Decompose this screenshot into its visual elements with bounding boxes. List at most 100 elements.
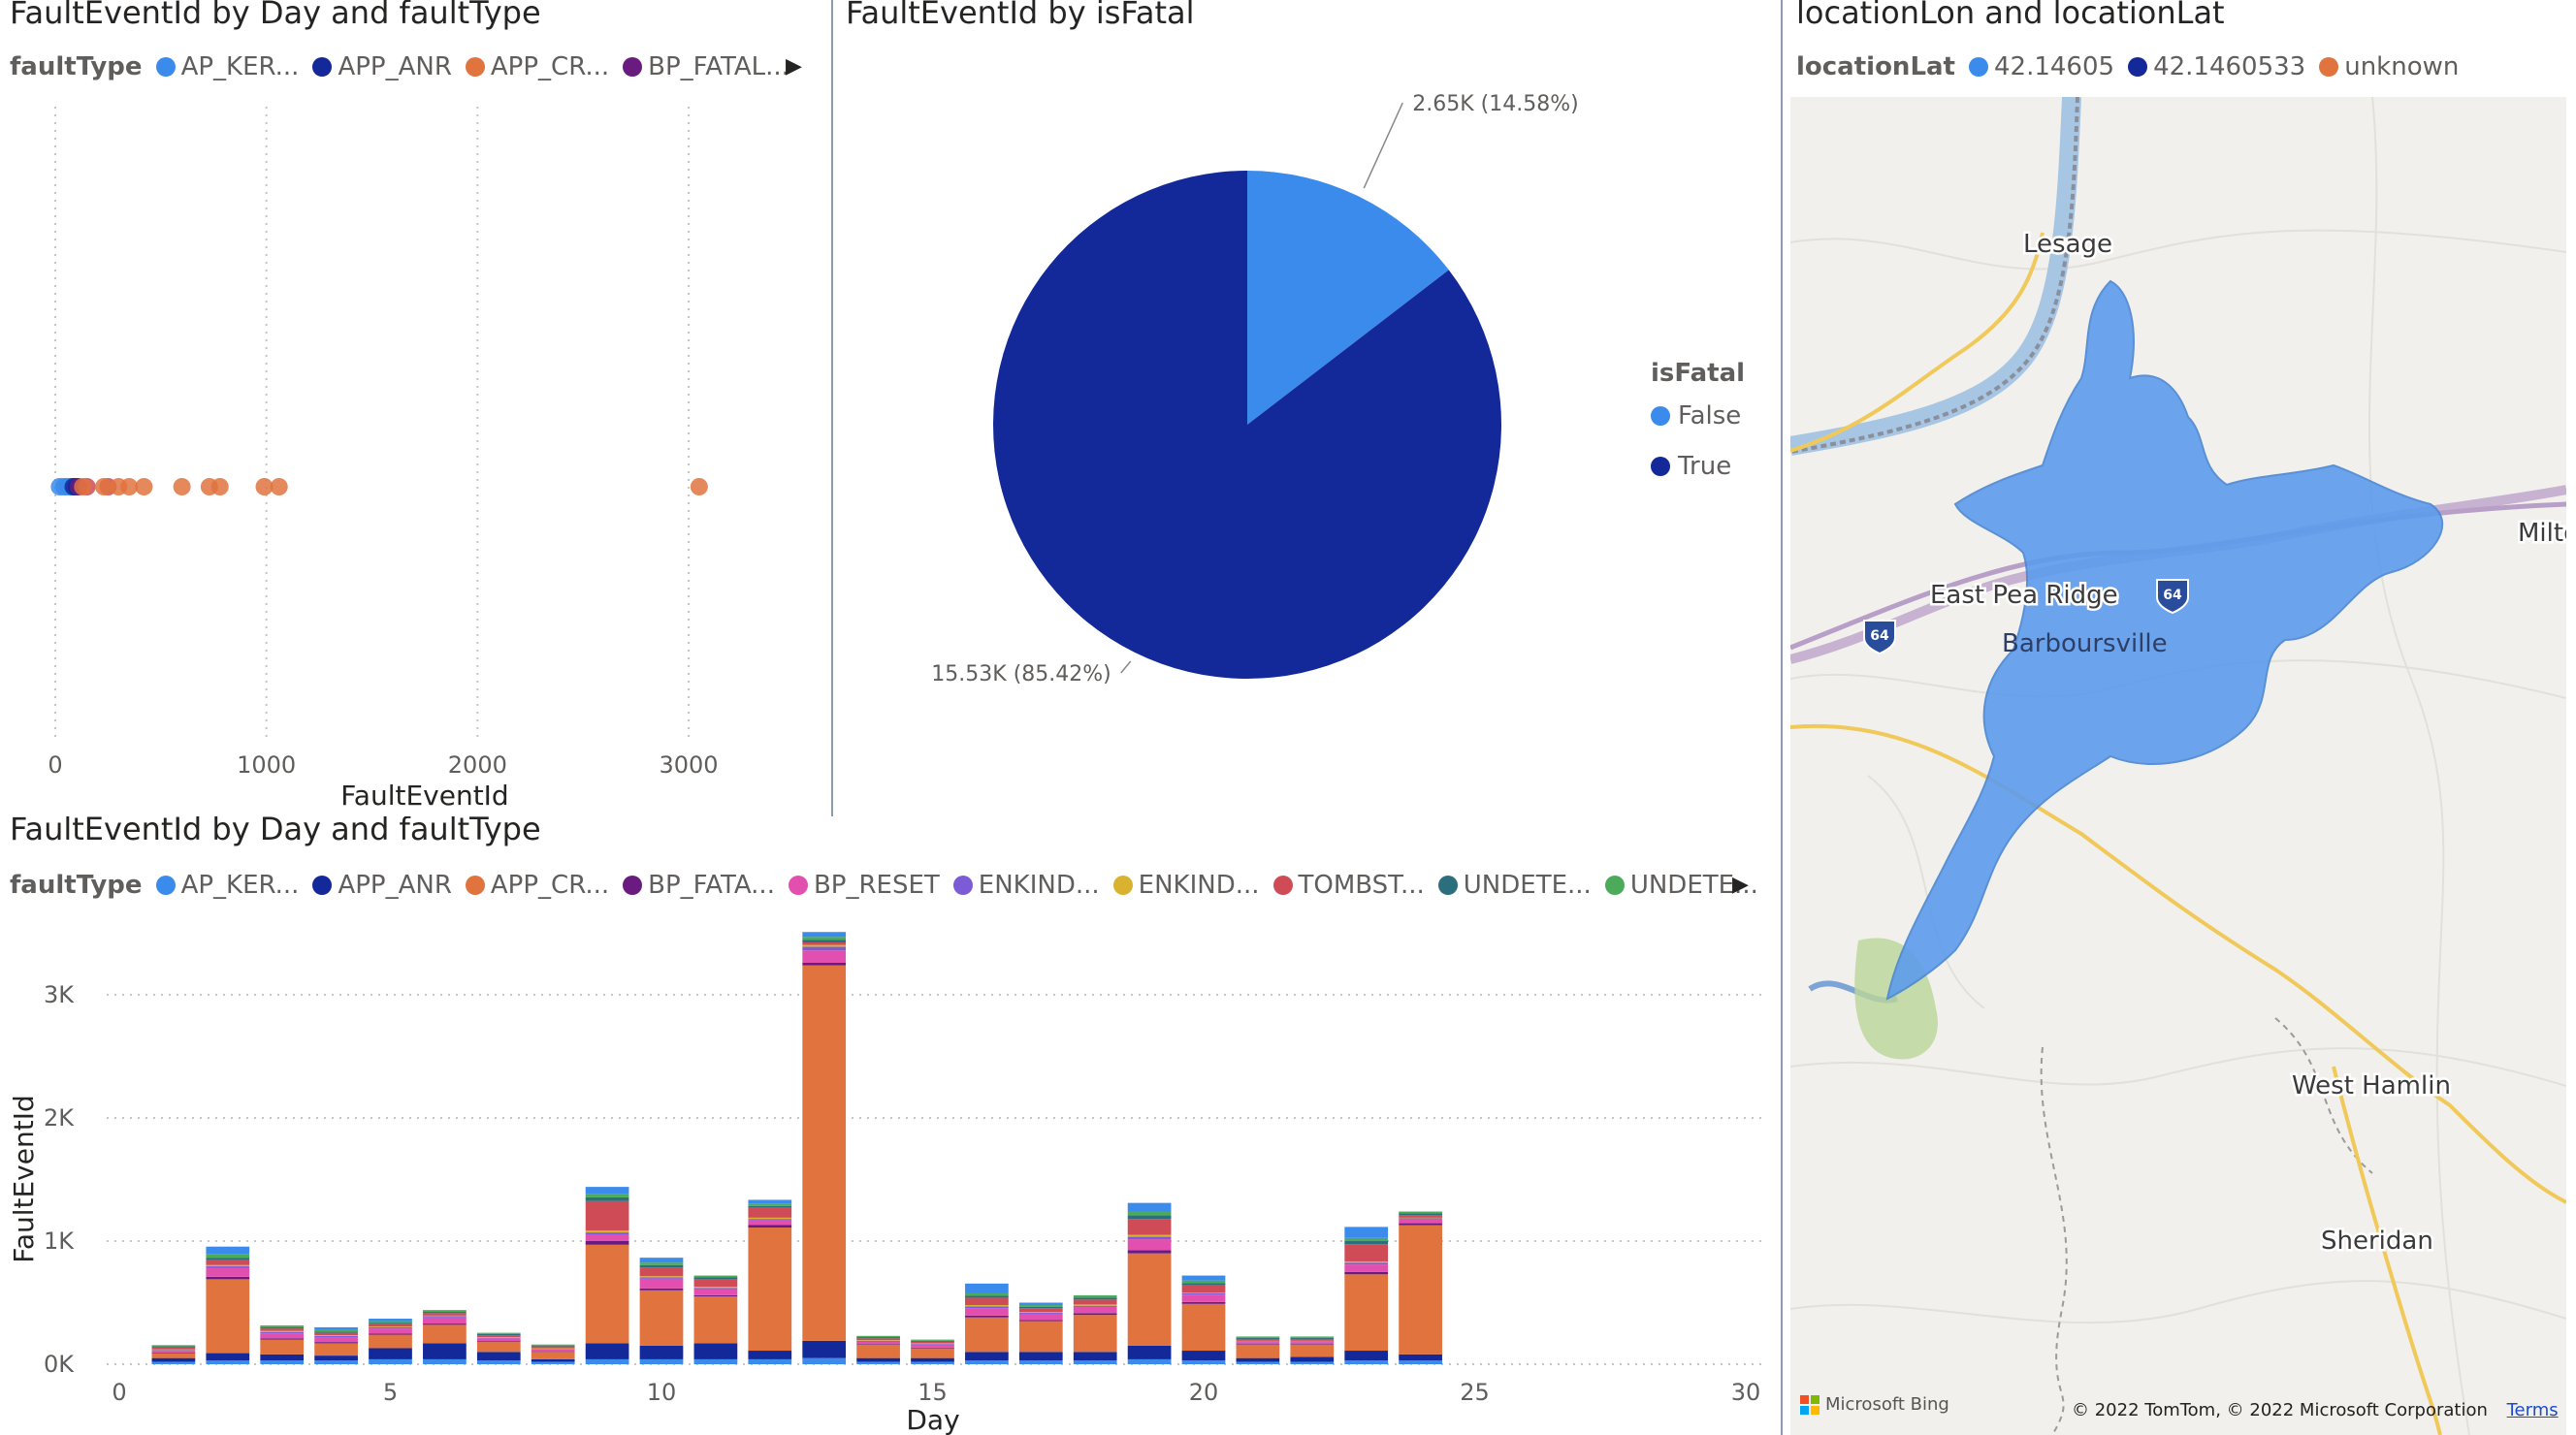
bar-segment[interactable] [1073, 1360, 1117, 1364]
scatter-legend-item[interactable]: APP_ANR [312, 52, 452, 81]
bar-segment[interactable] [260, 1338, 305, 1340]
scatter-point[interactable] [270, 478, 288, 495]
bar-legend-item[interactable]: BP_FATA... [623, 871, 775, 900]
bar-segment[interactable] [1127, 1234, 1172, 1237]
bar-segment[interactable] [1181, 1303, 1226, 1352]
bar-segment[interactable] [639, 1276, 684, 1278]
bar-segment[interactable] [1181, 1275, 1226, 1281]
legend-next-icon[interactable]: ▶ [786, 54, 802, 79]
bar-segment[interactable] [1236, 1337, 1280, 1339]
bar-segment[interactable] [423, 1317, 467, 1324]
bar-segment[interactable] [965, 1283, 1009, 1293]
bar-segment[interactable] [1127, 1219, 1172, 1235]
bar-legend-item[interactable]: ENKIND... [1112, 871, 1260, 900]
bar-visual[interactable]: FaultEventId by Day and faultType faultT… [0, 816, 1779, 1435]
bar-segment[interactable] [693, 1343, 738, 1359]
bar-segment[interactable] [1073, 1352, 1117, 1361]
bar-segment[interactable] [856, 1341, 900, 1345]
bar-segment[interactable] [423, 1324, 467, 1344]
bar-segment[interactable] [314, 1360, 358, 1364]
scatter-plot[interactable]: 0 1000 2000 3000 FaultEventId [0, 58, 829, 814]
bar-segment[interactable] [1181, 1280, 1226, 1284]
bar-segment[interactable] [423, 1315, 467, 1317]
bar-segment[interactable] [856, 1357, 900, 1362]
bar-segment[interactable] [1181, 1292, 1226, 1295]
bar-segment[interactable] [1344, 1351, 1389, 1361]
bar-segment[interactable] [965, 1352, 1009, 1361]
bar-segment[interactable] [369, 1333, 412, 1335]
bar-segment[interactable] [1127, 1236, 1172, 1240]
bar-segment[interactable] [965, 1305, 1009, 1307]
bar-segment[interactable] [911, 1361, 954, 1364]
bar-segment[interactable] [151, 1351, 196, 1353]
bar-segment[interactable] [1127, 1215, 1172, 1220]
bar-segment[interactable] [748, 1205, 792, 1208]
bar-segment[interactable] [314, 1332, 358, 1336]
bar-segment[interactable] [1181, 1294, 1226, 1302]
bar-segment[interactable] [206, 1360, 250, 1364]
bar-segment[interactable] [856, 1344, 900, 1358]
bar-segment[interactable] [531, 1349, 575, 1350]
bar-legend-item[interactable]: TOMBST... [1272, 871, 1425, 900]
bar-segment[interactable] [693, 1279, 738, 1287]
bar-segment[interactable] [1290, 1344, 1335, 1357]
bar-segment[interactable] [856, 1344, 900, 1345]
bar-segment[interactable] [965, 1315, 1009, 1318]
bar-segment[interactable] [585, 1194, 629, 1197]
bar-segment[interactable] [802, 940, 847, 943]
bar-segment[interactable] [856, 1338, 900, 1341]
bar-segment[interactable] [802, 1340, 847, 1358]
scatter-point[interactable] [95, 478, 113, 495]
bar-segment[interactable] [1018, 1305, 1063, 1307]
bar-segment[interactable] [639, 1290, 684, 1346]
bar-segment[interactable] [1344, 1264, 1389, 1272]
bar-segment[interactable] [911, 1340, 954, 1342]
bar-segment[interactable] [585, 1187, 629, 1195]
bar-segment[interactable] [1018, 1360, 1063, 1364]
bar-segment[interactable] [476, 1342, 521, 1353]
bar-segment[interactable] [1344, 1227, 1389, 1238]
bar-segment[interactable] [476, 1352, 521, 1361]
bar-segment[interactable] [1018, 1302, 1063, 1306]
bar-segment[interactable] [911, 1348, 954, 1358]
bar-segment[interactable] [911, 1347, 954, 1349]
bar-segment[interactable] [1073, 1299, 1117, 1305]
bar-segment[interactable] [1344, 1244, 1389, 1261]
bar-segment[interactable] [260, 1324, 305, 1327]
bar-segment[interactable] [693, 1288, 738, 1290]
pie-slice[interactable] [993, 171, 1501, 680]
map-legend-item[interactable]: unknown [2319, 52, 2459, 81]
bar-segment[interactable] [693, 1275, 738, 1278]
bar-segment[interactable] [1018, 1352, 1063, 1361]
bar-segment[interactable] [911, 1339, 954, 1341]
bar-segment[interactable] [1127, 1345, 1172, 1359]
bar-segment[interactable] [423, 1343, 467, 1359]
bar-segment[interactable] [369, 1323, 412, 1327]
bar-segment[interactable] [476, 1338, 521, 1342]
bar-segment[interactable] [1073, 1313, 1117, 1316]
bar-segment[interactable] [260, 1331, 305, 1334]
bar-segment[interactable] [1399, 1218, 1442, 1220]
bar-segment[interactable] [748, 1225, 792, 1228]
bar-segment[interactable] [1399, 1219, 1442, 1224]
bar-segment[interactable] [585, 1230, 629, 1233]
bar-segment[interactable] [314, 1335, 358, 1338]
bar-segment[interactable] [802, 950, 847, 963]
bar-segment[interactable] [639, 1358, 684, 1364]
scatter-point[interactable] [120, 478, 139, 495]
bar-segment[interactable] [748, 1220, 792, 1226]
bar-segment[interactable] [1344, 1274, 1389, 1352]
bar-segment[interactable] [1073, 1304, 1117, 1306]
bar-segment[interactable] [1073, 1297, 1117, 1300]
bar-segment[interactable] [1181, 1301, 1226, 1304]
bar-segment[interactable] [1236, 1344, 1280, 1345]
bar-segment[interactable] [1236, 1338, 1280, 1341]
bar-segment[interactable] [531, 1346, 575, 1349]
bar-segment[interactable] [151, 1346, 196, 1348]
bar-segment[interactable] [151, 1361, 196, 1364]
bar-segment[interactable] [911, 1341, 954, 1344]
bar-segment[interactable] [1181, 1283, 1226, 1286]
bar-segment[interactable] [639, 1267, 684, 1277]
bar-segment[interactable] [856, 1335, 900, 1338]
stacked-bar-chart[interactable]: 0K 1K 2K 3K 0 5 10 15 20 25 30 Day FaultEventId [0, 892, 1779, 1435]
